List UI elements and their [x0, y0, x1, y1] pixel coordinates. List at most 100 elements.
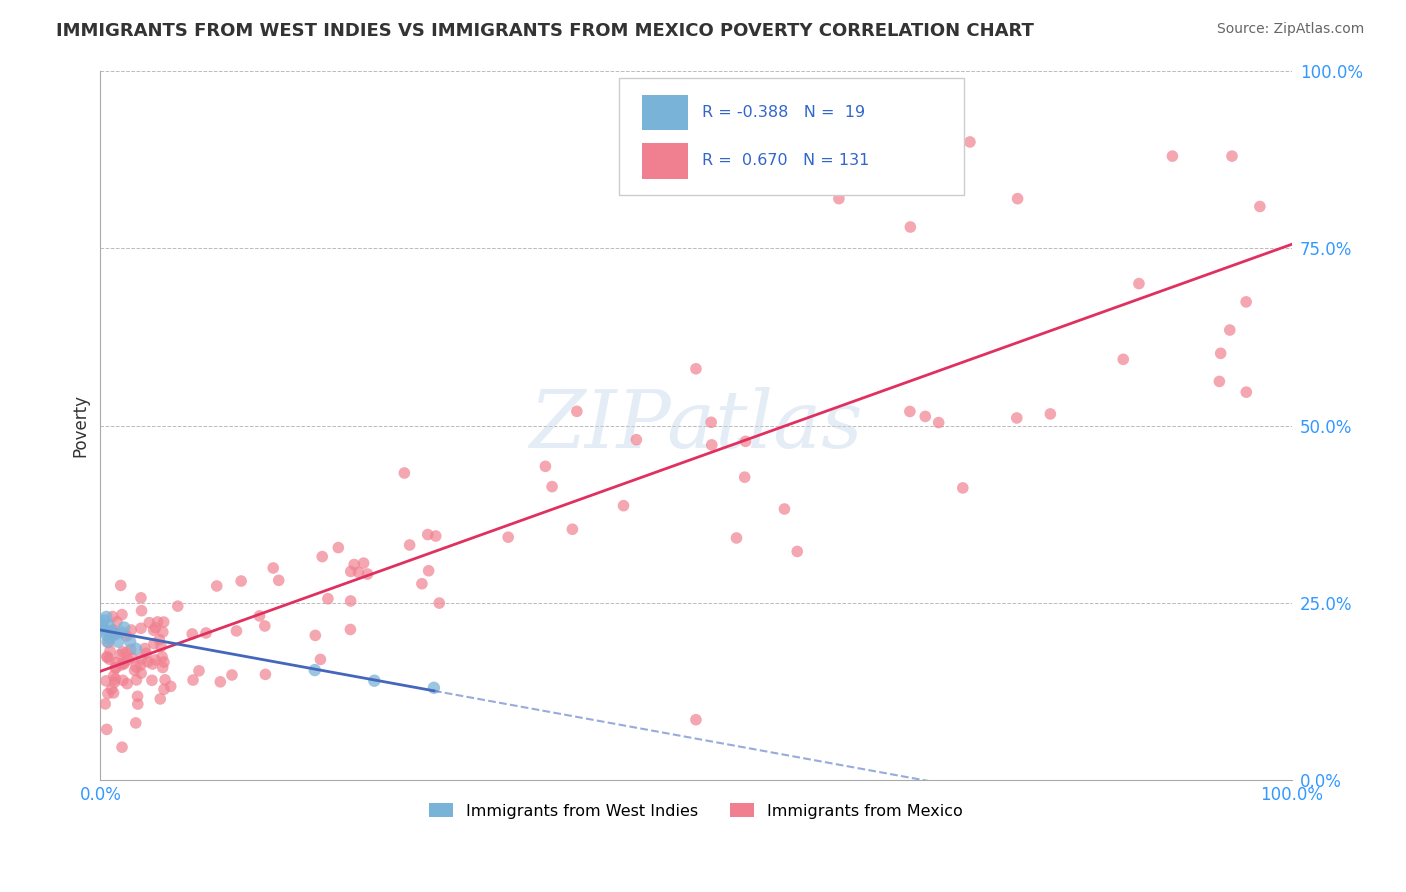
Point	[96, 650, 118, 665]
Point	[131, 652, 153, 666]
Point	[104, 626, 127, 640]
Point	[898, 220, 921, 235]
Point	[96, 627, 118, 641]
Point	[110, 657, 132, 672]
Point	[561, 522, 583, 536]
Text: R =  0.670   N = 131: R = 0.670 N = 131	[702, 153, 869, 169]
Point	[105, 661, 128, 675]
Point	[105, 656, 128, 670]
Point	[685, 713, 707, 727]
Point	[129, 621, 152, 635]
Point	[120, 623, 142, 637]
Point	[101, 609, 124, 624]
Point	[148, 632, 170, 647]
Point	[127, 690, 149, 704]
Point	[97, 618, 120, 632]
Point	[249, 608, 271, 623]
Point	[339, 565, 361, 579]
Point	[111, 673, 134, 688]
Point	[134, 641, 156, 656]
Point	[316, 591, 339, 606]
Point	[181, 673, 204, 687]
Point	[127, 697, 149, 711]
Point	[339, 623, 361, 637]
Point	[828, 192, 851, 206]
Point	[262, 561, 284, 575]
Point	[425, 529, 447, 543]
Point	[96, 723, 118, 737]
Point	[1039, 407, 1062, 421]
Point	[94, 697, 117, 711]
Point	[353, 556, 375, 570]
Point	[343, 558, 366, 572]
Point	[120, 634, 142, 648]
Point	[416, 527, 439, 541]
Point	[221, 668, 243, 682]
Point	[98, 631, 121, 645]
Point	[959, 135, 981, 149]
Point	[143, 653, 166, 667]
Point	[152, 660, 174, 674]
Point	[700, 438, 723, 452]
Point	[115, 629, 138, 643]
Point	[725, 531, 748, 545]
Point	[756, 86, 779, 100]
Point	[145, 621, 167, 635]
Point	[1219, 323, 1241, 337]
Point	[149, 692, 172, 706]
Point	[612, 499, 634, 513]
Point	[253, 619, 276, 633]
Point	[129, 658, 152, 673]
Point	[142, 624, 165, 638]
Point	[98, 652, 121, 666]
Point	[153, 673, 176, 687]
FancyBboxPatch shape	[643, 95, 688, 130]
Point	[166, 599, 188, 614]
Point	[1128, 277, 1150, 291]
Point	[94, 673, 117, 688]
Y-axis label: Poverty: Poverty	[72, 394, 89, 457]
Point	[120, 642, 142, 657]
Point	[1234, 294, 1257, 309]
Point	[773, 502, 796, 516]
Point	[1005, 411, 1028, 425]
Point	[565, 404, 588, 418]
Point	[103, 686, 125, 700]
Point	[209, 674, 232, 689]
Point	[205, 579, 228, 593]
Point	[150, 649, 173, 664]
Point	[104, 627, 127, 641]
Point	[928, 416, 950, 430]
Point	[363, 673, 385, 688]
Point	[427, 596, 450, 610]
Point	[105, 615, 128, 629]
Text: Source: ZipAtlas.com: Source: ZipAtlas.com	[1216, 22, 1364, 37]
Point	[100, 682, 122, 697]
Point	[93, 614, 115, 628]
Point	[153, 655, 176, 669]
Point	[152, 624, 174, 639]
Point	[104, 661, 127, 675]
Text: IMMIGRANTS FROM WEST INDIES VS IMMIGRANTS FROM MEXICO POVERTY CORRELATION CHART: IMMIGRANTS FROM WEST INDIES VS IMMIGRANT…	[56, 22, 1035, 40]
Point	[304, 628, 326, 642]
Point	[101, 623, 124, 637]
Point	[94, 624, 117, 638]
Point	[121, 650, 143, 665]
Point	[90, 617, 112, 632]
Point	[952, 481, 974, 495]
Point	[328, 541, 350, 555]
Point	[685, 361, 707, 376]
Point	[150, 640, 173, 654]
Point	[225, 624, 247, 638]
Point	[112, 657, 135, 671]
Point	[734, 470, 756, 484]
Point	[97, 635, 120, 649]
Point	[131, 604, 153, 618]
Point	[142, 657, 165, 671]
Point	[98, 644, 121, 658]
Point	[153, 682, 176, 697]
Point	[125, 673, 148, 687]
Point	[195, 626, 218, 640]
Point	[143, 637, 166, 651]
Point	[117, 653, 139, 667]
